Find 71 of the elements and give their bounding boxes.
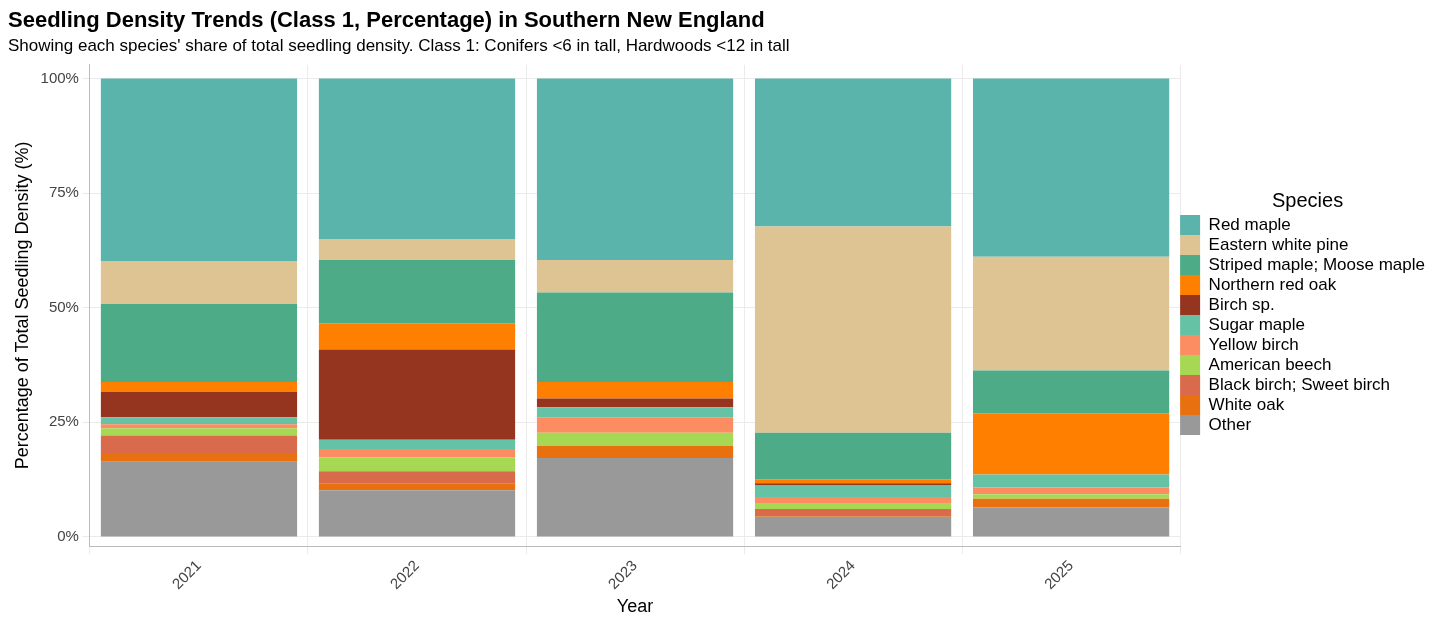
bar	[100, 78, 298, 261]
bar	[318, 238, 516, 261]
bar	[536, 458, 734, 537]
legend-label: Sugar maple	[1208, 314, 1306, 334]
bar	[100, 428, 298, 436]
bar	[536, 398, 734, 408]
legend-label: Northern red oak	[1208, 274, 1337, 294]
bar	[972, 256, 1170, 371]
legend-label: Striped maple; Moose maple	[1208, 254, 1426, 274]
bar	[100, 392, 298, 418]
bar	[754, 516, 952, 537]
bar	[318, 457, 516, 472]
bar	[318, 323, 516, 350]
bar	[536, 445, 734, 459]
bar	[536, 417, 734, 433]
legend-label: Black birch; Sweet birch	[1208, 374, 1391, 394]
bar	[754, 497, 952, 503]
bar	[100, 260, 298, 305]
bar	[318, 78, 516, 239]
chart-subtitle: Showing each species' share of total seedling density. Class 1: Conifers <6 in tall, Hardwoods <12 in tall	[8, 36, 790, 56]
legend-label: Birch sp.	[1208, 294, 1275, 314]
bar	[972, 487, 1170, 495]
bar	[100, 461, 298, 537]
bar	[100, 417, 298, 425]
bar	[972, 498, 1170, 508]
legend-label: Other	[1208, 414, 1252, 434]
bar	[754, 432, 952, 480]
bar	[100, 435, 298, 454]
y-tick-label: 100%	[40, 68, 79, 86]
bar	[754, 479, 952, 484]
bar	[100, 304, 298, 382]
bar	[972, 370, 1170, 414]
bar	[536, 381, 734, 399]
bar	[318, 260, 516, 324]
bar	[972, 507, 1170, 537]
bar	[318, 349, 516, 440]
bar	[754, 226, 952, 433]
y-axis-title: Percentage of Total Seedling Density (%)	[11, 141, 32, 470]
legend-label: Yellow birch	[1208, 334, 1299, 354]
bar	[754, 78, 952, 227]
y-tick-label: 50%	[48, 297, 79, 315]
bar	[536, 432, 734, 446]
legend-title: Species	[1271, 188, 1344, 211]
chart-title: Seedling Density Trends (Class 1, Percentage) in Southern New England	[8, 7, 765, 33]
bar	[972, 413, 1170, 475]
bar	[754, 485, 952, 498]
bar	[318, 439, 516, 449]
y-tick-label: 75%	[48, 183, 79, 201]
bar	[318, 448, 516, 458]
bar	[100, 424, 298, 429]
bar	[536, 78, 734, 261]
x-axis-title: Year	[616, 596, 654, 617]
legend-label: American beech	[1208, 354, 1332, 374]
bar	[536, 260, 734, 293]
bar	[318, 471, 516, 484]
legend-label: Red maple	[1208, 214, 1291, 234]
bar	[318, 490, 516, 537]
y-tick-label: 0%	[57, 527, 79, 545]
legend-label: White oak	[1208, 394, 1285, 414]
legend-label: Eastern white pine	[1208, 234, 1349, 254]
bar	[318, 483, 516, 491]
bar	[536, 407, 734, 418]
bar	[100, 381, 298, 393]
bar	[100, 453, 298, 462]
bar	[972, 494, 1170, 499]
y-tick-label: 25%	[48, 412, 79, 430]
bar	[972, 78, 1170, 257]
bar	[754, 502, 952, 509]
bar	[754, 508, 952, 515]
bar	[972, 474, 1170, 488]
bar	[536, 292, 734, 382]
